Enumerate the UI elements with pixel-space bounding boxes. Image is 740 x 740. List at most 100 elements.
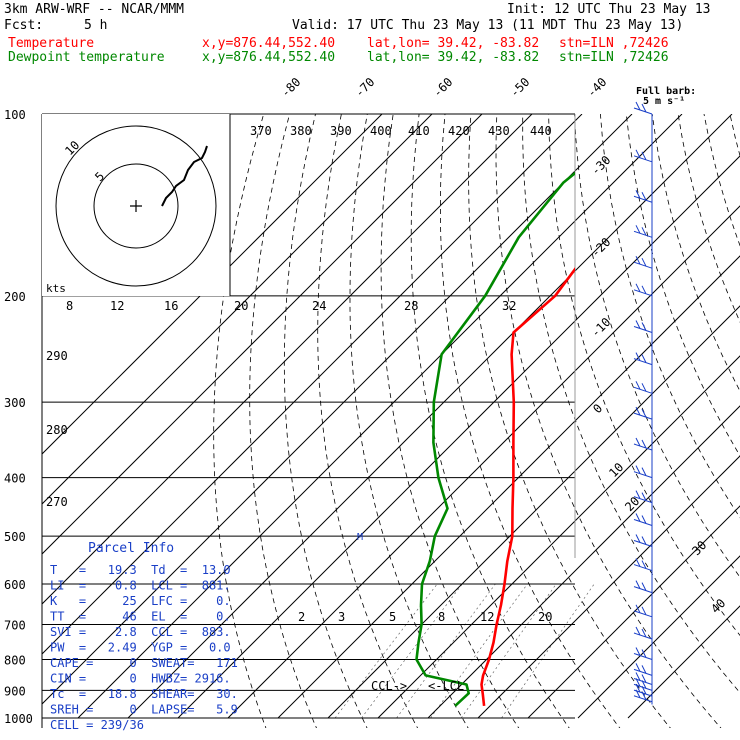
dry-adiabat-line: [380, 114, 520, 728]
wind-barb: [633, 255, 653, 269]
theta-label: 430: [488, 124, 510, 138]
parcel-info-row: Tc = 18.8 SHEAR= 30.: [50, 687, 238, 701]
pressure-tick-label: 600: [4, 578, 26, 592]
mixing-ratio-line: [361, 583, 463, 719]
isotherm-line: [42, 114, 383, 455]
dry-adiabat-line: [440, 114, 621, 728]
dry-adiabat-line: [729, 114, 740, 158]
dry-adiabat-line: [574, 114, 740, 578]
wind-barb: [633, 647, 653, 660]
dry-adiabat-line: [283, 114, 368, 728]
pressure-tick-label: 100: [4, 108, 26, 122]
parcel-info-title: Parcel Info: [88, 541, 174, 556]
dry-adiabat-line: [213, 114, 267, 728]
wind-barb: [633, 381, 653, 394]
init-time: Init: 12 UTC Thu 23 May 13: [507, 2, 711, 17]
hodograph: 510: [42, 114, 231, 296]
lcl-marker: <-LCL: [428, 679, 464, 693]
mixing-ratio-label: 8: [66, 299, 73, 313]
isotherm-label: 40: [708, 596, 728, 616]
isotherm-label: -40: [584, 75, 609, 100]
isotherm-line: [42, 114, 583, 655]
isotherm-label: 10: [606, 460, 626, 480]
sounding-curves: [415, 171, 575, 707]
theta-label: 370: [250, 124, 272, 138]
temperature-legend: Temperature: [8, 36, 95, 51]
isotherm-line: [177, 155, 740, 719]
mixing-ratio-label: 2: [298, 610, 305, 624]
mixing-ratio-label: 32: [502, 299, 516, 313]
mixing-ratio-line: [430, 583, 528, 719]
mixing-ratio-label: 24: [312, 299, 326, 313]
isotherm-line: [327, 305, 740, 719]
isotherm-line: [377, 355, 740, 719]
wind-barb: [633, 558, 653, 572]
wind-barb: [633, 190, 653, 203]
dewpoint-station: stn=ILN ,72426: [559, 50, 669, 65]
ccl-marker: CCL->: [371, 679, 407, 693]
m-marker: M: [357, 532, 363, 543]
wind-barb: [633, 352, 653, 366]
pressure-tick-label: 500: [4, 530, 26, 544]
isotherm-line: [42, 114, 633, 705]
mixing-ratio-line: [396, 583, 496, 719]
mixing-ratio-label: 28: [404, 299, 418, 313]
theta-side-label: 290: [46, 349, 68, 363]
barb-legend-title: Full barb:: [636, 86, 696, 97]
parcel-info-row: T = 19.3 Td = 13.0: [50, 563, 231, 577]
pressure-tick-label: 900: [4, 684, 26, 698]
pressure-tick-label: 400: [4, 472, 26, 486]
valid-time: Valid: 17 UTC Thu 23 May 13 (11 MDT Thu …: [292, 18, 684, 33]
parcel-info-row: CELL = 239/36: [50, 718, 144, 732]
pressure-tick-label: 800: [4, 653, 26, 667]
axis-labels: 8 12 16 20 24 28 32 2 3 5 8 12 20 370 380 390 400 410 420 4…: [46, 124, 552, 624]
isotherm-line: [42, 114, 433, 505]
hodograph-trace: [161, 145, 208, 207]
theta-label: 440: [530, 124, 552, 138]
isotherm-label: 30: [689, 538, 709, 558]
mixing-ratio-label: 20: [234, 299, 248, 313]
parcel-info-row: PW = 2.49 YGP = 0.0: [50, 641, 231, 655]
isotherm-label: -30: [588, 153, 613, 178]
wind-barb: [633, 580, 653, 594]
barb-legend-units: 5 m s⁻¹: [643, 96, 685, 107]
dry-adiabat-line: [317, 114, 418, 728]
dry-adiabat-line: [677, 114, 740, 323]
hodograph-center: [130, 200, 142, 212]
dry-adiabat-line: [651, 114, 740, 392]
parcel-info-panel: Parcel Info T = 19.3 Td = 13.0 LI = 0.8 L…: [50, 541, 238, 732]
isotherm-lines: [42, 114, 740, 719]
temperature-curve: [480, 266, 575, 707]
dry-adiabat-line: [495, 114, 722, 728]
mixing-ratio-label: 3: [338, 610, 345, 624]
theta-label: 390: [330, 124, 352, 138]
wind-barb: [633, 490, 653, 504]
dry-adiabat-line: [548, 114, 740, 637]
parcel-info-row: SREH = 0 LAPSE= 5.9: [50, 703, 238, 717]
isotherm-line: [627, 605, 740, 719]
wind-barbs: [633, 101, 653, 705]
mixing-ratio-label: 5: [389, 610, 396, 624]
wind-barb: [633, 534, 653, 547]
pressure-tick-label: 200: [4, 290, 26, 304]
dry-adiabat-line: [410, 114, 570, 728]
mixing-ratio-label: 12: [480, 610, 494, 624]
forecast-label: Fcst:: [4, 18, 44, 33]
model-title: 3km ARW-WRF -- NCAR/MMM: [4, 2, 185, 17]
dry-adiabat-line: [349, 114, 469, 728]
dry-adiabat-line: [625, 114, 740, 457]
forecast-value: 5 h: [84, 18, 108, 33]
theta-label: 400: [370, 124, 392, 138]
parcel-info-row: SVI = 2.8 CCL = 883.: [50, 625, 231, 639]
isotherm-label: -60: [430, 75, 455, 100]
wind-barb: [633, 465, 653, 479]
wind-barb: [633, 406, 653, 420]
parcel-info-row: CIN = 0 HWBZ= 2916.: [50, 672, 231, 686]
dewpoint-legend: Dewpoint temperature: [8, 50, 165, 65]
parcel-info-row: LI = 0.8 LCL = 881.: [50, 579, 231, 593]
dry-adiabat-line: [703, 114, 740, 247]
isotherm-label: -20: [588, 235, 613, 260]
mixing-ratio-label: 16: [164, 299, 178, 313]
pressure-tick-label: 300: [4, 396, 26, 410]
